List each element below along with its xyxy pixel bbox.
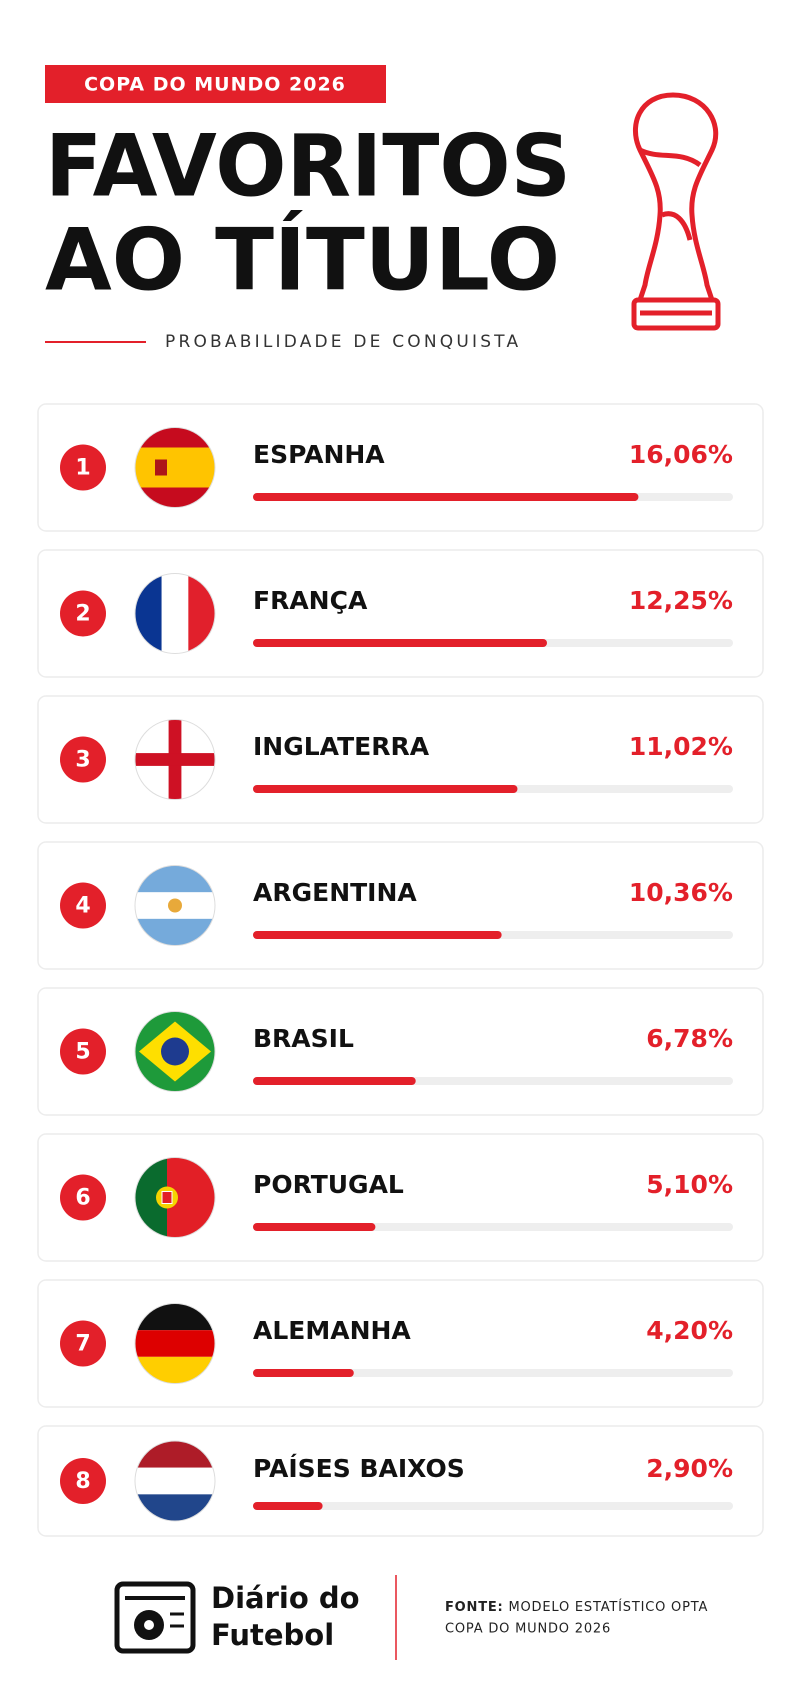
value-label: 2,90%	[646, 1454, 733, 1483]
rank-badge	[60, 1028, 106, 1075]
value-label: 11,02%	[629, 732, 733, 761]
country: ARGENTINA	[253, 878, 417, 907]
bar	[253, 785, 518, 793]
flag	[135, 1157, 215, 1238]
logo-ball-patch	[144, 1620, 154, 1630]
flag-part	[161, 1037, 189, 1066]
flag-part	[161, 1191, 173, 1204]
value-label: 10,36%	[629, 878, 733, 907]
value-label: 5,10%	[646, 1170, 733, 1199]
flag-outline	[134, 573, 216, 654]
rank-badge	[60, 444, 106, 491]
flag-part	[155, 459, 167, 476]
rank-badge	[60, 1174, 106, 1221]
flag-part	[135, 1330, 215, 1357]
bar	[253, 931, 502, 939]
logo	[114, 1581, 196, 1654]
flag-part	[168, 898, 182, 913]
tag: COPA DO MUNDO 2026	[84, 74, 346, 96]
source-text: COPA DO MUNDO 2026	[445, 1622, 611, 1637]
rank: 6	[75, 1186, 90, 1211]
tag-box	[45, 65, 386, 103]
source-text: MODELO ESTATÍSTICO OPTA	[509, 1599, 709, 1615]
flag-outline	[134, 865, 216, 946]
flag-part	[135, 447, 215, 488]
bar	[253, 1502, 323, 1510]
rank-badge	[60, 590, 106, 637]
logo-frame	[114, 1581, 196, 1654]
flag	[135, 719, 215, 800]
flag-outline	[134, 1440, 216, 1522]
rank: 3	[75, 748, 90, 773]
bar-track	[253, 1369, 733, 1377]
rank-badge	[60, 736, 106, 783]
rank-row: 7 ALEMANHA 4,20%	[37, 1279, 764, 1408]
value-label: 16,06%	[629, 440, 733, 469]
rank: 8	[75, 1469, 90, 1494]
flag	[135, 1011, 215, 1092]
rank-badge	[60, 1320, 106, 1367]
brand: Futebol	[211, 1618, 334, 1652]
rank-badge	[60, 882, 106, 929]
rank: 7	[75, 1332, 90, 1357]
country: ALEMANHA	[253, 1316, 411, 1345]
title: AO TÍTULO	[45, 209, 560, 310]
flag-part	[135, 753, 215, 766]
rank-row: 1 ESPANHA 16,06%	[37, 403, 764, 532]
rank-badge	[60, 1458, 106, 1504]
rank-row: 4 ARGENTINA 10,36%	[37, 841, 764, 970]
rank: 1	[75, 456, 90, 481]
flag	[135, 865, 215, 946]
title: FAVORITOS	[45, 116, 571, 216]
bar	[253, 493, 639, 501]
value-label: 12,25%	[629, 586, 733, 615]
bar	[253, 1077, 416, 1085]
flag-part	[161, 573, 189, 654]
rank-row: 3 INGLATERRA 11,02%	[37, 695, 764, 824]
flag-outline	[134, 1157, 216, 1238]
value-label: 6,78%	[646, 1024, 733, 1053]
country: BRASIL	[253, 1024, 354, 1053]
value-label: 4,20%	[646, 1316, 733, 1345]
flag-outline	[134, 1011, 216, 1092]
flag-part	[135, 1467, 215, 1495]
flag-outline	[134, 1303, 216, 1384]
bar	[253, 639, 547, 647]
country: PAÍSES BAIXOS	[253, 1454, 465, 1483]
trophy-icon	[631, 92, 721, 331]
rank: 4	[75, 894, 90, 919]
country: ESPANHA	[253, 440, 385, 469]
bar-track	[253, 1502, 733, 1510]
bar	[253, 1223, 376, 1231]
source: FONTE: MODELO ESTATÍSTICO OPTA	[445, 1599, 708, 1615]
rank-row: 2 FRANÇA 12,25%	[37, 549, 764, 678]
flag-outline	[134, 427, 216, 508]
rank-row: 5 BRASIL 6,78%	[37, 987, 764, 1116]
rank-row: 8 PAÍSES BAIXOS 2,90%	[37, 1425, 764, 1537]
rank: 5	[75, 1040, 90, 1065]
brand: Diário do	[211, 1581, 360, 1615]
bar	[253, 1369, 354, 1377]
ranking: 1 ESPANHA 16,06% 2 FRANÇA 12,25% 3 INGLATERRA 11…	[37, 403, 764, 1537]
rank-row: 6 PORTUGAL 5,10%	[37, 1133, 764, 1262]
source-label: FONTE:	[445, 1600, 504, 1615]
subtitle: PROBABILIDADE DE CONQUISTA	[165, 332, 521, 352]
country: PORTUGAL	[253, 1170, 404, 1199]
flag-outline	[134, 719, 216, 800]
country: FRANÇA	[253, 586, 368, 615]
rank: 2	[75, 602, 90, 627]
flag	[135, 427, 215, 508]
country: INGLATERRA	[253, 732, 430, 761]
